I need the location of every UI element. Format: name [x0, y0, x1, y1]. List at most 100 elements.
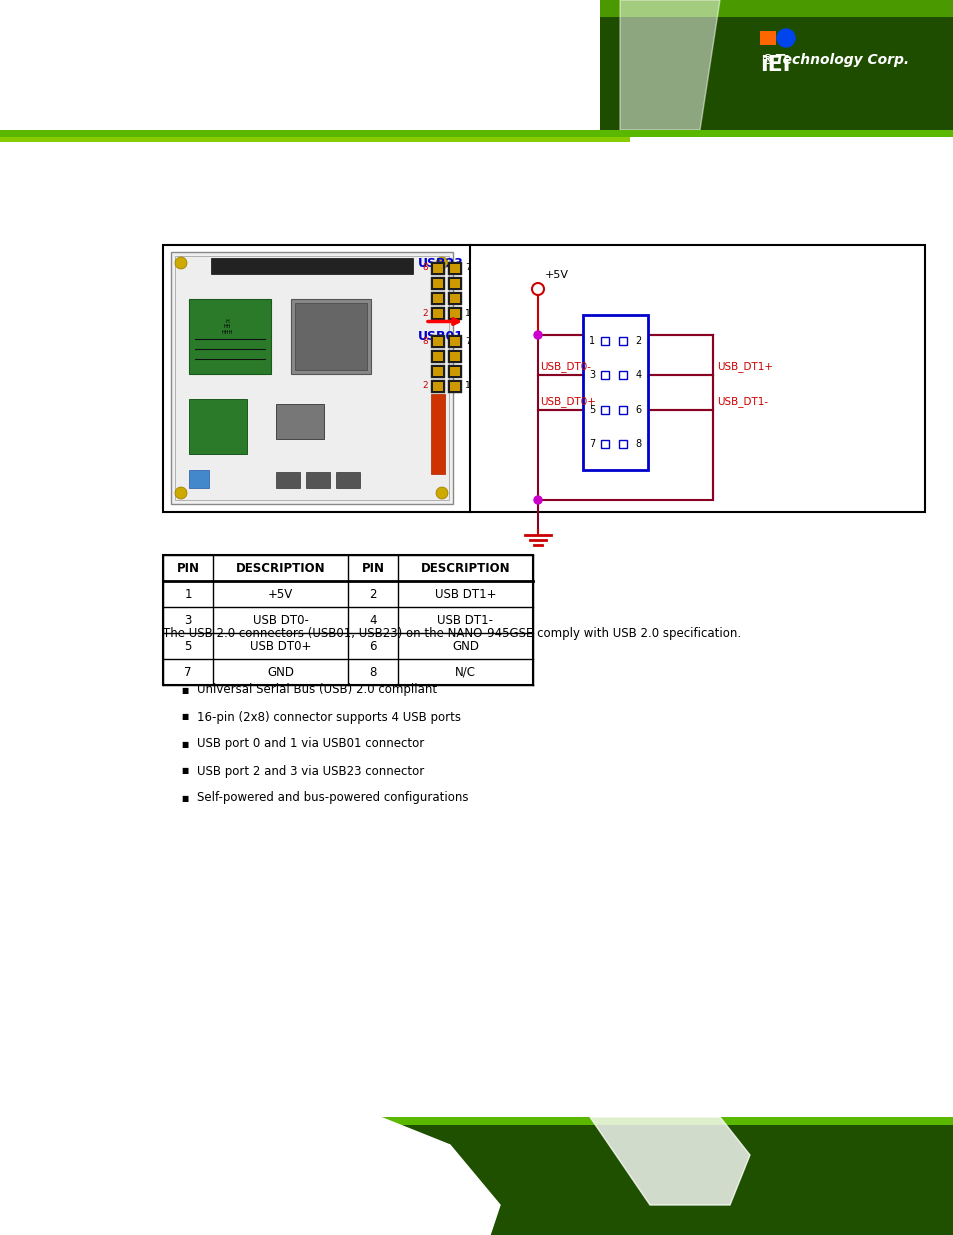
Text: 16-pin (2x8) connector supports 4 USB ports: 16-pin (2x8) connector supports 4 USB po…	[196, 710, 460, 724]
Text: 8: 8	[636, 440, 641, 450]
Text: 8: 8	[369, 666, 376, 678]
Bar	[600, 372, 608, 379]
Text: 1: 1	[464, 382, 470, 390]
Bar	[189, 471, 209, 488]
Text: USB23: USB23	[417, 257, 463, 270]
Bar	[448, 277, 461, 290]
Text: ■: ■	[181, 713, 189, 721]
Polygon shape	[619, 0, 720, 130]
Bar	[433, 309, 442, 317]
Bar	[433, 382, 442, 391]
Text: USB_DT0-: USB_DT0-	[539, 362, 590, 372]
Polygon shape	[190, 1116, 499, 1235]
Bar	[0, 0, 953, 135]
Bar	[433, 367, 442, 375]
Bar	[0, 1116, 953, 1235]
Bar	[433, 279, 442, 288]
Bar	[450, 279, 459, 288]
Bar	[582, 315, 647, 471]
Bar	[163, 245, 924, 513]
Bar	[0, 0, 953, 130]
Text: N/C: N/C	[455, 666, 476, 678]
Text: DESCRIPTION: DESCRIPTION	[235, 562, 325, 574]
Bar	[450, 337, 459, 346]
Text: USB DT1-: USB DT1-	[437, 614, 493, 626]
Text: +5V: +5V	[544, 270, 568, 280]
Circle shape	[174, 257, 187, 269]
Text: USB01: USB01	[417, 330, 463, 343]
Bar	[537, 335, 712, 500]
Text: 1: 1	[464, 309, 470, 317]
Bar	[0, 105, 639, 117]
Bar	[433, 294, 442, 303]
Text: GND: GND	[452, 640, 478, 652]
Bar	[448, 350, 461, 363]
Text: 8: 8	[422, 263, 428, 273]
Bar	[448, 291, 461, 305]
Bar	[433, 264, 442, 273]
Bar	[448, 335, 461, 348]
Bar	[450, 382, 459, 391]
Text: USB port 2 and 3 via USB23 connector: USB port 2 and 3 via USB23 connector	[196, 764, 424, 778]
Bar	[335, 472, 359, 488]
Text: ■: ■	[181, 740, 189, 748]
Bar	[450, 309, 459, 317]
Text: H
HH
HHH: H HH HHH	[221, 319, 233, 335]
Bar	[275, 404, 324, 438]
Text: 8: 8	[422, 336, 428, 346]
Circle shape	[534, 331, 541, 338]
Text: Universal Serial Bus (USB) 2.0 compliant: Universal Serial Bus (USB) 2.0 compliant	[196, 683, 436, 697]
Bar	[433, 352, 442, 361]
Text: 7: 7	[588, 440, 595, 450]
Text: 4: 4	[636, 370, 641, 380]
Bar	[431, 335, 444, 348]
Circle shape	[174, 487, 187, 499]
Bar	[618, 337, 626, 345]
Text: Self-powered and bus-powered configurations: Self-powered and bus-powered configurati…	[196, 792, 468, 804]
Bar	[431, 394, 444, 474]
Bar	[433, 337, 442, 346]
Text: GND: GND	[267, 666, 294, 678]
Text: 2: 2	[422, 382, 428, 390]
Bar	[600, 440, 608, 448]
Text: 1: 1	[588, 336, 595, 346]
Polygon shape	[0, 1116, 359, 1235]
Text: +5V: +5V	[268, 588, 293, 600]
Bar	[431, 380, 444, 393]
Text: ■: ■	[181, 767, 189, 776]
Text: 2: 2	[369, 588, 376, 600]
Bar	[618, 406, 626, 414]
Text: USB DT1+: USB DT1+	[435, 588, 496, 600]
Text: 4: 4	[369, 614, 376, 626]
Text: 5: 5	[588, 405, 595, 415]
Bar	[431, 308, 444, 320]
Bar	[0, 1116, 953, 1125]
Bar	[291, 299, 371, 374]
Text: 7: 7	[184, 666, 192, 678]
Text: USB_DT0+: USB_DT0+	[539, 395, 596, 406]
Bar	[448, 366, 461, 378]
Bar	[211, 258, 413, 274]
Circle shape	[534, 496, 541, 504]
Bar	[448, 308, 461, 320]
Bar	[431, 291, 444, 305]
Bar	[450, 367, 459, 375]
Bar	[450, 264, 459, 273]
Bar	[174, 256, 449, 500]
Bar	[275, 472, 299, 488]
Bar	[448, 380, 461, 393]
Text: USB DT0-: USB DT0-	[253, 614, 308, 626]
Bar	[294, 303, 367, 370]
Polygon shape	[589, 1116, 749, 1205]
Text: 6: 6	[636, 405, 641, 415]
Bar	[189, 399, 247, 454]
Text: ■: ■	[181, 685, 189, 694]
Text: 7: 7	[464, 263, 470, 273]
Bar	[306, 472, 330, 488]
Bar	[0, 0, 953, 135]
Text: 2: 2	[422, 309, 428, 317]
Bar	[600, 406, 608, 414]
Circle shape	[776, 28, 794, 47]
Text: 6: 6	[369, 640, 376, 652]
Text: 2: 2	[635, 336, 641, 346]
